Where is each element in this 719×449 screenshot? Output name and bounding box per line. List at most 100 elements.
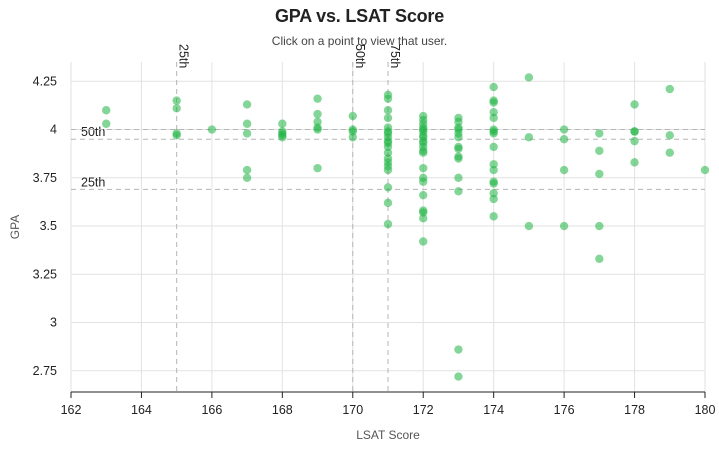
data-point[interactable] <box>489 129 498 138</box>
data-point[interactable] <box>383 219 393 229</box>
data-point[interactable] <box>242 165 252 175</box>
data-point[interactable] <box>348 133 357 142</box>
data-point[interactable] <box>524 73 534 82</box>
data-point[interactable] <box>489 194 498 204</box>
data-point[interactable] <box>489 98 498 107</box>
data-point[interactable] <box>383 183 393 192</box>
data-point[interactable] <box>383 106 393 115</box>
data-point[interactable] <box>419 163 428 173</box>
data-point[interactable] <box>595 169 604 179</box>
data-point[interactable] <box>559 165 569 175</box>
data-point[interactable] <box>630 136 639 146</box>
data-point[interactable] <box>419 237 428 246</box>
data-point[interactable] <box>242 129 252 138</box>
data-point[interactable] <box>489 113 498 123</box>
data-point[interactable] <box>172 96 181 105</box>
data-point[interactable] <box>419 177 428 186</box>
data-point[interactable] <box>595 221 604 231</box>
data-point[interactable] <box>489 179 498 188</box>
data-point[interactable] <box>383 113 393 123</box>
data-point[interactable] <box>242 173 252 182</box>
data-point[interactable] <box>489 160 498 169</box>
data-point[interactable] <box>524 221 534 231</box>
data-point[interactable] <box>172 131 181 140</box>
data-point[interactable] <box>454 345 463 354</box>
chart-title: GPA vs. LSAT Score <box>274 6 445 26</box>
data-point[interactable] <box>489 107 498 117</box>
data-point[interactable] <box>559 134 569 144</box>
data-point[interactable] <box>489 142 498 152</box>
data-point[interactable] <box>630 127 639 136</box>
gpa-percentile-label: 50th <box>81 125 105 139</box>
data-point[interactable] <box>348 111 357 121</box>
data-point[interactable] <box>454 144 463 154</box>
y-tick-label: 2.75 <box>33 364 57 378</box>
data-point[interactable] <box>489 212 498 221</box>
data-point[interactable] <box>454 117 463 127</box>
data-point[interactable] <box>383 148 393 157</box>
y-tick-label: 4 <box>50 123 57 137</box>
data-point[interactable] <box>454 372 463 381</box>
data-point[interactable] <box>489 165 498 175</box>
data-point[interactable] <box>595 254 604 264</box>
y-tick-label: 3.5 <box>40 219 57 233</box>
lsat-percentile-label: 25th <box>177 44 191 68</box>
x-tick-label: 178 <box>624 403 645 417</box>
data-point[interactable] <box>242 119 252 128</box>
data-point[interactable] <box>454 173 463 182</box>
data-point[interactable] <box>630 158 639 167</box>
data-point[interactable] <box>489 189 498 198</box>
data-point[interactable] <box>383 94 393 103</box>
x-tick-label: 180 <box>695 403 716 417</box>
data-point[interactable] <box>383 142 393 152</box>
x-tick-label: 162 <box>61 403 82 417</box>
data-point[interactable] <box>524 133 534 142</box>
data-point[interactable] <box>102 106 111 115</box>
data-point[interactable] <box>207 125 217 134</box>
data-point[interactable] <box>102 119 111 128</box>
data-point[interactable] <box>348 127 357 136</box>
y-tick-label: 3.75 <box>33 171 57 185</box>
data-point[interactable] <box>454 154 463 163</box>
data-point[interactable] <box>665 148 674 157</box>
x-tick-label: 168 <box>272 403 293 417</box>
data-point[interactable] <box>172 104 181 113</box>
data-point[interactable] <box>383 198 393 208</box>
data-point[interactable] <box>313 163 322 173</box>
data-point[interactable] <box>313 117 322 127</box>
x-tick-label: 174 <box>483 403 504 417</box>
lsat-percentile-label: 75th <box>388 44 402 68</box>
axes: 162 164 166 168 170 172 174 176 178 180 2.75 3 3.25 3… <box>8 74 715 442</box>
data-point[interactable] <box>383 165 393 175</box>
data-point[interactable] <box>665 131 674 140</box>
data-point[interactable] <box>665 84 674 94</box>
data-point[interactable] <box>595 129 604 138</box>
data-point[interactable] <box>454 187 463 196</box>
chart-subtitle: Click on a point to view that user. <box>271 34 448 48</box>
x-tick-label: 164 <box>131 403 152 417</box>
data-point[interactable] <box>700 165 710 175</box>
data-point[interactable] <box>559 125 569 134</box>
y-tick-label: 3.25 <box>33 267 57 281</box>
data-point[interactable] <box>313 109 322 119</box>
data-points[interactable] <box>102 73 710 381</box>
data-point[interactable] <box>313 125 322 134</box>
data-point[interactable] <box>278 133 287 142</box>
data-point[interactable] <box>419 208 428 217</box>
data-point[interactable] <box>313 94 322 103</box>
data-point[interactable] <box>242 100 252 109</box>
x-axis-title: LSAT Score <box>356 428 420 442</box>
data-point[interactable] <box>454 133 463 142</box>
data-point[interactable] <box>419 148 428 157</box>
x-tick-label: 176 <box>554 403 575 417</box>
y-axis-title: GPA <box>8 215 22 239</box>
data-point[interactable] <box>419 190 428 200</box>
data-point[interactable] <box>489 82 498 92</box>
x-tick-label: 172 <box>413 403 434 417</box>
data-point[interactable] <box>559 221 569 231</box>
data-point[interactable] <box>595 146 604 155</box>
data-point[interactable] <box>630 100 639 109</box>
data-point[interactable] <box>278 119 287 128</box>
data-point[interactable] <box>419 214 428 223</box>
